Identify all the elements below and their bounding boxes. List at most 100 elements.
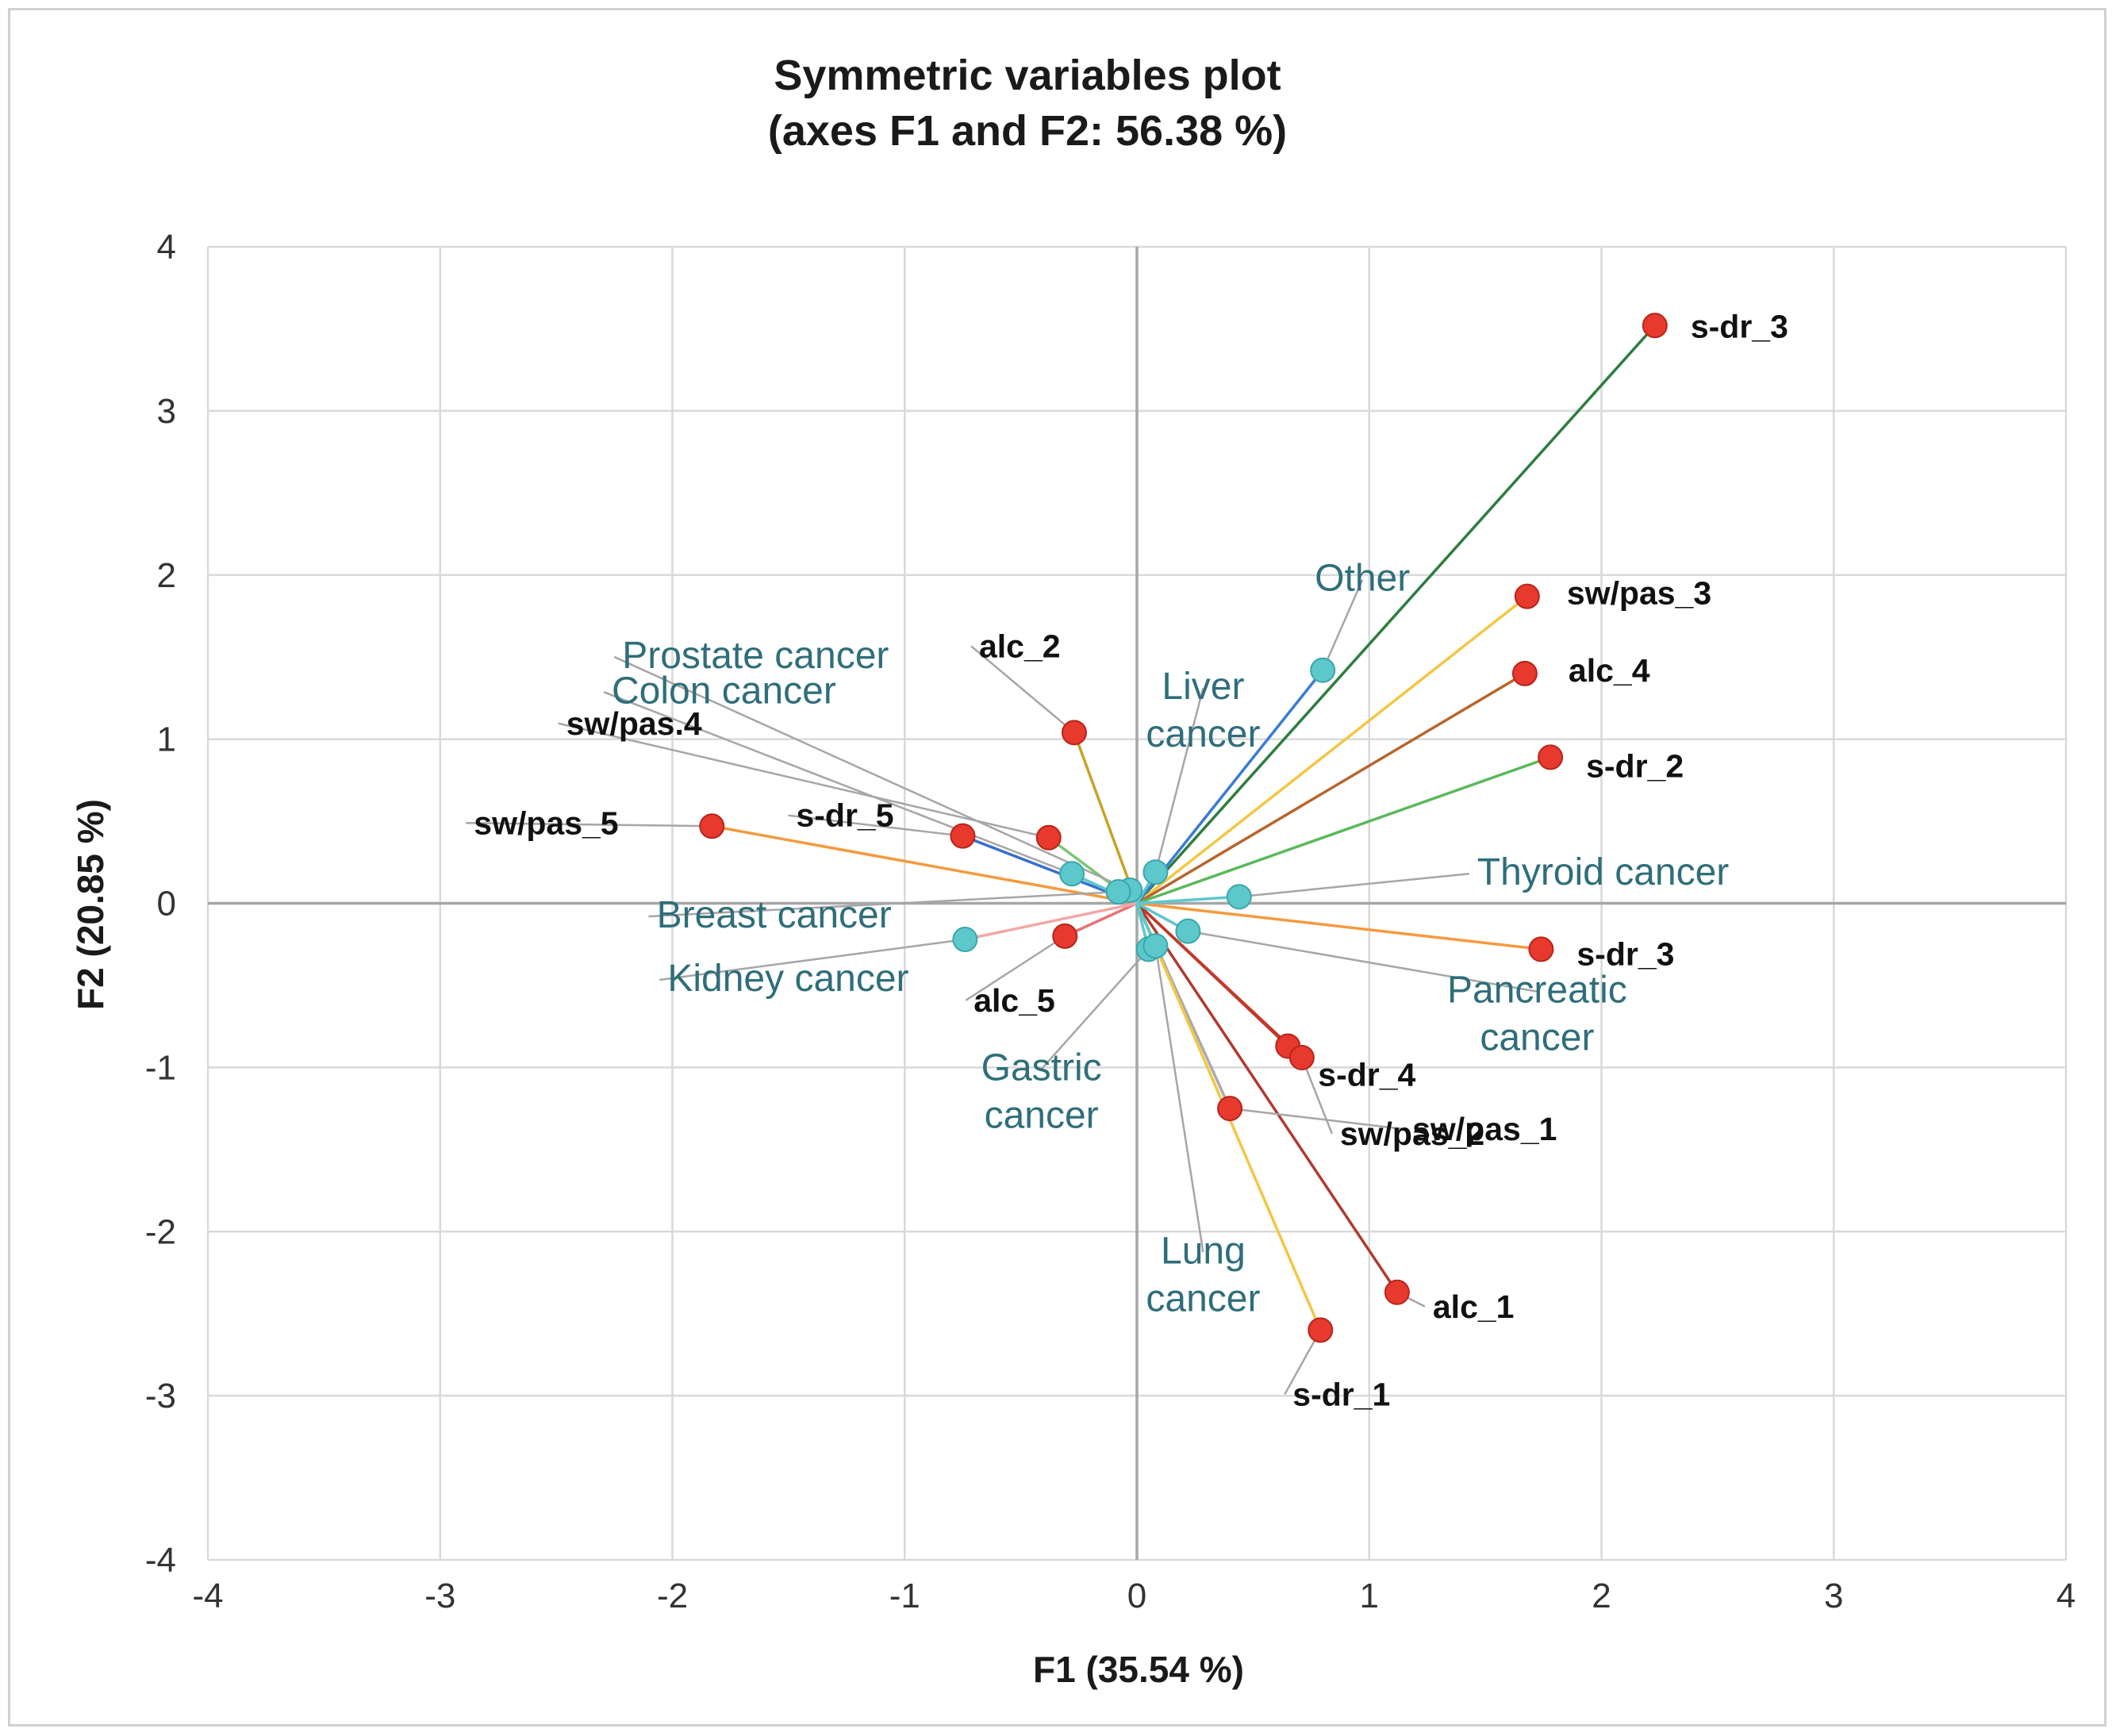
risk-factor-point (1511, 660, 1538, 686)
point-label: cancer (1146, 1277, 1260, 1319)
leader-line (1300, 1057, 1334, 1135)
point-label: sw/pas_5 (474, 805, 618, 841)
point-label: s-dr_5 (796, 797, 893, 834)
x-axis-label: F1 (35.54 %) (1033, 1649, 1244, 1690)
risk-factor-point (1642, 313, 1668, 339)
risk-factor-point (1061, 720, 1087, 746)
point-labels: s-dr_3 sw/pas_3 alc_4 s-dr_2 s-dr_3 s-dr_4 sw/… (474, 308, 1788, 1412)
vector-line (1136, 901, 1542, 951)
risk-factor-point (1217, 1096, 1243, 1122)
vector-line (1136, 672, 1526, 905)
leader-lines (466, 579, 1538, 1395)
risk-factor-point (950, 823, 976, 849)
point-label: Prostate cancer (622, 635, 889, 677)
x-tick-label: 0 (1127, 1577, 1146, 1615)
risk-factor-point (1528, 936, 1554, 962)
points (699, 313, 1668, 1343)
leader-line (1154, 946, 1204, 1253)
point-label: Thyroid cancer (1477, 851, 1729, 893)
leader-line (1229, 1107, 1405, 1131)
x-tick-label: 2 (1592, 1577, 1611, 1615)
vector-line (1073, 732, 1139, 904)
y-tick-label: 4 (157, 228, 176, 267)
y-axis-label: F2 (20.85 %) (70, 799, 111, 1010)
point-label: sw/pas_3 (1567, 575, 1711, 612)
point-label: Breast cancer (657, 894, 892, 936)
x-tick-label: -1 (889, 1577, 920, 1615)
risk-factor-point (699, 813, 725, 839)
leader-line (1322, 579, 1364, 671)
chart-title-line-1: Symmetric variables plot (774, 52, 1281, 99)
leader-line (1154, 687, 1204, 873)
point-label: cancer (1146, 713, 1260, 755)
risk-factor-point (1052, 923, 1078, 949)
cancer-type-point (1310, 657, 1336, 683)
risk-factor-point (1514, 583, 1540, 609)
y-tick-label: 1 (157, 720, 176, 759)
leader-line (659, 938, 966, 981)
y-tick-label: -2 (145, 1212, 176, 1251)
leader-line (788, 814, 963, 837)
vector-line (1135, 902, 1399, 1293)
x-tick-label: 4 (2056, 1577, 2076, 1615)
point-label: sw/pas.4 (566, 705, 702, 742)
leader-line (1188, 930, 1538, 993)
point-label: Liver (1162, 666, 1244, 708)
point-label: Other (1315, 558, 1410, 600)
leader-line (965, 935, 1066, 1001)
chart-title-line-2: (axes F1 and F2: 56.38 %) (768, 107, 1287, 155)
point-label: s-dr_2 (1586, 747, 1684, 784)
vector-line (711, 824, 1138, 905)
vector-line (1064, 901, 1138, 938)
point-label: s-dr_1 (1292, 1376, 1390, 1412)
point-label: alc_2 (979, 628, 1061, 664)
vector-line (1136, 895, 1239, 905)
vector-line (1135, 325, 1657, 904)
cancer-type-point (1226, 884, 1252, 910)
leader-line (613, 655, 1131, 892)
point-label: s-dr_3 (1691, 308, 1788, 344)
point-label: Gastric (981, 1047, 1102, 1089)
risk-factor-point (1384, 1279, 1410, 1305)
vector-line (1136, 755, 1551, 905)
cancer-type-point (1059, 861, 1085, 887)
point-label: Lung (1161, 1230, 1246, 1272)
y-tick-label: -3 (145, 1377, 176, 1415)
x-tick-label: 3 (1824, 1577, 1843, 1615)
y-tick-label: -4 (145, 1541, 176, 1580)
leader-line (970, 645, 1075, 734)
point-label: cancer (1480, 1017, 1594, 1059)
point-label: Colon cancer (612, 670, 836, 712)
x-tick-label: 1 (1360, 1577, 1379, 1615)
x-tick-label: -2 (657, 1577, 688, 1615)
point-label: sw/pas_2 (1340, 1116, 1484, 1152)
leader-line (648, 890, 1119, 918)
vector-line (1135, 902, 1304, 1059)
cancer-type-point (1142, 859, 1169, 885)
point-label: s-dr_3 (1576, 935, 1674, 972)
tick-labels: -4 -3 -2 -1 0 1 2 3 4 -4 -3 -2 -1 0 1 2 3 4 (145, 228, 2076, 1615)
x-tick-label: -4 (192, 1577, 223, 1615)
cancer-type-point (952, 927, 978, 953)
point-label: Pancreatic (1447, 970, 1627, 1012)
risk-factor-point (1035, 824, 1062, 851)
leader-line (603, 691, 1073, 875)
cancer-type-point (1175, 918, 1201, 944)
y-tick-label: 2 (157, 556, 176, 595)
y-tick-label: -1 (145, 1048, 176, 1087)
y-tick-label: 0 (157, 885, 176, 924)
risk-factor-point (1308, 1317, 1334, 1343)
vectors (711, 325, 1657, 1331)
vector-line (1135, 595, 1528, 904)
leader-line (558, 722, 1050, 839)
risk-factor-point (1288, 1044, 1315, 1070)
point-label: alc_1 (1433, 1289, 1515, 1325)
risk-factor-point (1538, 744, 1564, 770)
vector-line (1135, 669, 1324, 904)
point-label: Kidney cancer (667, 958, 908, 1000)
leader-line (1040, 948, 1150, 1070)
point-label: alc_5 (974, 982, 1055, 1019)
leader-line (1238, 872, 1469, 898)
x-tick-label: -3 (424, 1577, 455, 1615)
